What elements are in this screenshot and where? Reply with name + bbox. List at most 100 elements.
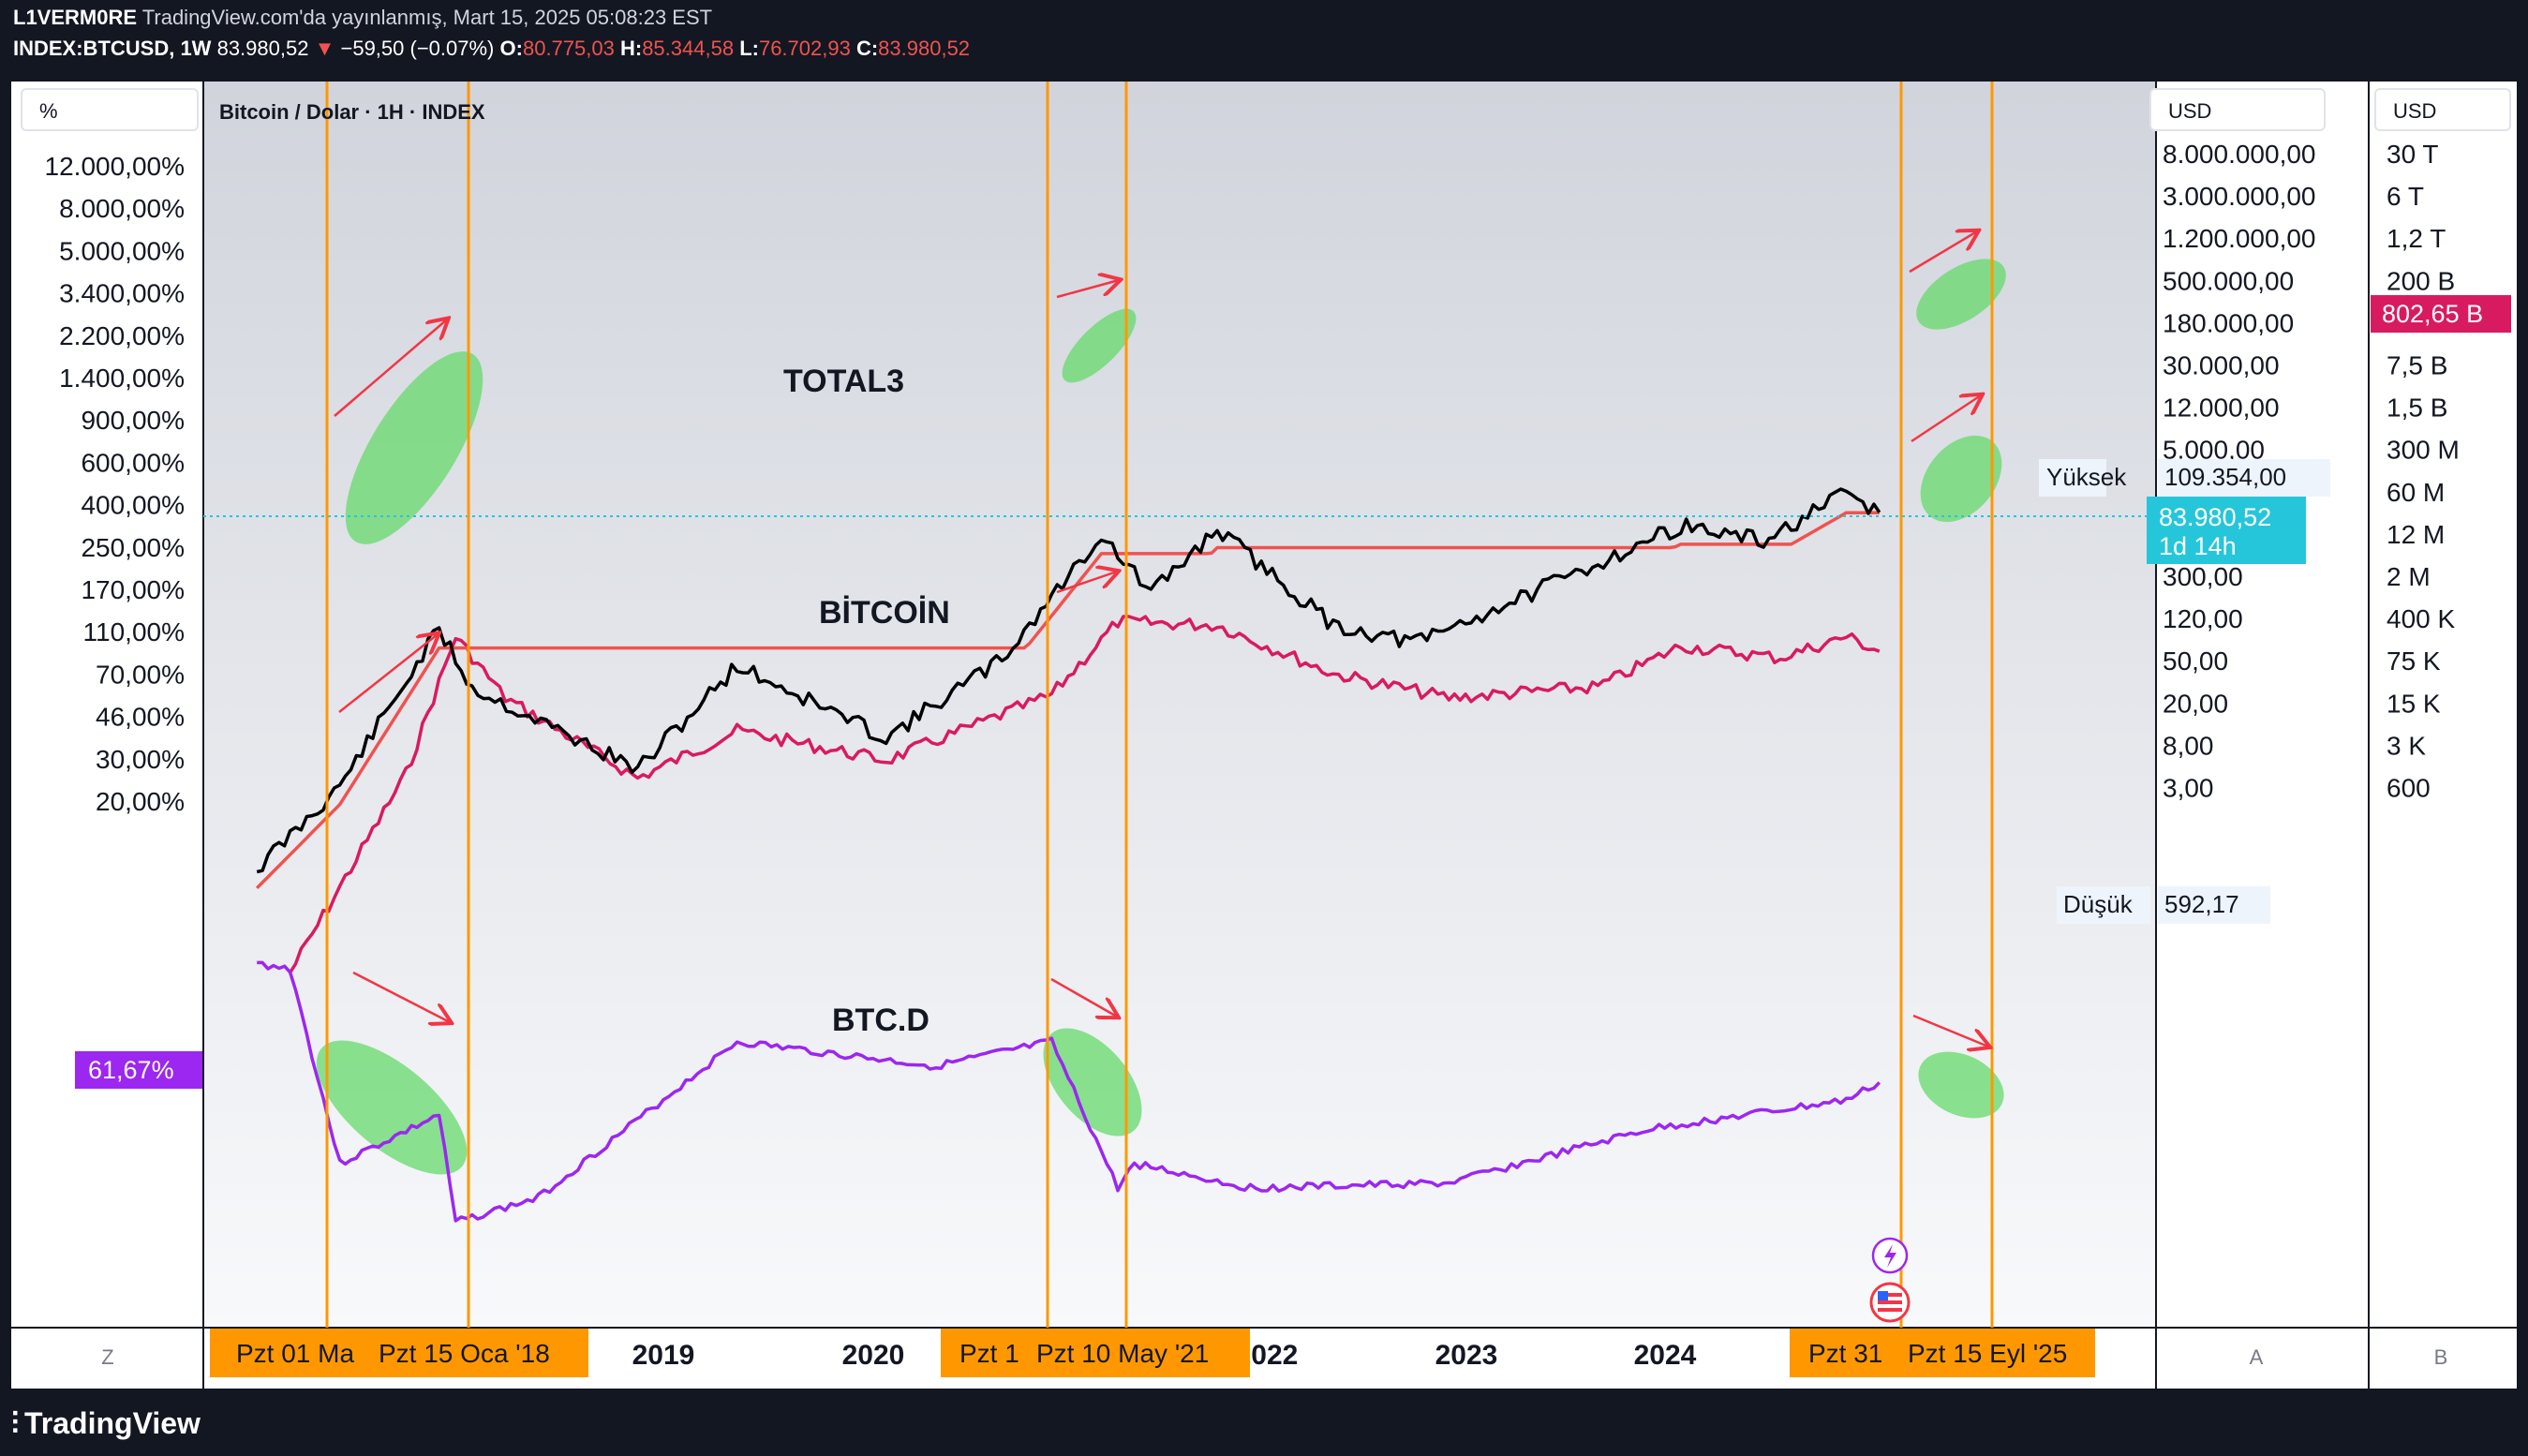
svg-text:83.980,52: 83.980,52	[2159, 503, 2271, 531]
percent-tick-9: 250,00%	[81, 533, 185, 562]
tradingview-logo[interactable]: ⫶ TradingView	[11, 1405, 201, 1442]
percent-axis[interactable]: 12.000,00% 8.000,00% 5.000,00% 3.400,00% 2.2…	[45, 152, 185, 816]
usd-tick-13: 20,00	[2163, 689, 2228, 718]
publication-header: L1VERM0RE TradingView.com'da yayınlanmış…	[13, 6, 712, 30]
chart-canvas[interactable]: 12.000,00% 8.000,00% 5.000,00% 3.400,00% 2.2…	[11, 82, 2517, 1389]
usd-scale-button-1[interactable]: USD	[2149, 88, 2326, 131]
percent-tick-14: 30,00%	[96, 745, 185, 774]
tradingview-logo-text: TradingView	[24, 1406, 201, 1440]
trend-arrows	[334, 231, 1988, 1047]
percent-tick-8: 400,00%	[81, 491, 185, 520]
ellipse-total3-2017	[345, 351, 483, 544]
cap-tick-13: 15 K	[2387, 689, 2441, 718]
usd-tick-1: 3.000.000,00	[2163, 182, 2316, 211]
percent-tick-0: 12.000,00%	[45, 152, 185, 181]
tradingview-logo-icon: ⫶	[11, 1405, 20, 1441]
arrow-btc-2021	[1056, 572, 1117, 594]
percent-tick-6: 900,00%	[81, 406, 185, 435]
high-value: 85.344,58	[642, 37, 735, 60]
usd-scale-button-2[interactable]: USD	[2374, 88, 2511, 131]
arrow-btc-2025	[1911, 395, 1981, 443]
usd-axis[interactable]: 8.000.000,00 3.000.000,00 1.200.000,00 500.…	[2163, 140, 2316, 803]
svg-text:Pzt 01 Ma: Pzt 01 Ma	[236, 1339, 354, 1368]
symbol-label[interactable]: INDEX:BTCUSD, 1W	[13, 37, 212, 60]
year-tick-2020: 2020	[842, 1340, 905, 1371]
percent-tick-3: 3.400,00%	[59, 279, 185, 308]
percent-tick-4: 2.200,00%	[59, 321, 185, 350]
corner-z[interactable]: Z	[101, 1345, 113, 1369]
svg-text:Pzt 10 May '21: Pzt 10 May '21	[1036, 1339, 1209, 1368]
cap-tick-9: 12 M	[2387, 520, 2445, 549]
svg-text:61,67%: 61,67%	[88, 1056, 174, 1084]
svg-text:109.354,00: 109.354,00	[2164, 463, 2286, 491]
cap-tick-15: 600	[2387, 774, 2431, 803]
ohlc-header: INDEX:BTCUSD, 1W 83.980,52 ▼ −59,50 (−0.…	[13, 37, 970, 61]
date-badge-1	[210, 1329, 588, 1377]
arrow-btcd-2018	[352, 971, 450, 1022]
cap-tick-11: 400 K	[2387, 604, 2455, 633]
corner-b[interactable]: B	[2434, 1345, 2448, 1369]
cap-tick-14: 3 K	[2387, 731, 2426, 760]
ellipse-total3-2025	[1916, 259, 2006, 330]
bitcoin-ma-line[interactable]	[255, 511, 1880, 890]
usd-tick-12: 50,00	[2163, 646, 2228, 676]
percent-tick-13: 46,00%	[96, 703, 185, 732]
down-arrow-icon: ▼	[314, 37, 335, 60]
bitcoin-candles[interactable]	[256, 487, 1881, 874]
close-label: C:	[855, 37, 879, 60]
cap-tick-7: 300 M	[2387, 436, 2460, 465]
ellipse-btcd-2021	[1043, 1028, 1142, 1137]
cap-tick-3: 200 B	[2387, 266, 2455, 295]
svg-text:Düşük: Düşük	[2063, 890, 2134, 918]
annotation-bitcoin: BİTCOİN	[819, 595, 950, 631]
usd-tick-14: 8,00	[2163, 731, 2214, 760]
last-price-badge: 83.980,52 1d 14h	[2147, 497, 2306, 564]
chart-title: Bitcoin / Dolar · 1H · INDEX	[219, 100, 485, 124]
btcd-line[interactable]	[257, 960, 1881, 1223]
cap-tick-5: 7,5 B	[2387, 351, 2447, 380]
low-value: 76.702,93	[758, 37, 851, 60]
usd-tick-5: 30.000,00	[2163, 351, 2280, 380]
arrow-total3-2017	[334, 319, 447, 417]
usd-tick-3: 500.000,00	[2163, 266, 2294, 295]
year-tick-2024: 2024	[1634, 1340, 1697, 1371]
price-value: 83.980,52	[216, 37, 309, 60]
svg-text:802,65 B: 802,65 B	[2382, 300, 2483, 328]
ellipse-btc-2025	[1920, 435, 2002, 523]
plot-area[interactable]	[203, 82, 2156, 1328]
corner-a[interactable]: A	[2250, 1345, 2264, 1369]
chart-frame: 12.000,00% 8.000,00% 5.000,00% 3.400,00% 2.2…	[11, 82, 2517, 1389]
usd-tick-15: 3,00	[2163, 774, 2214, 803]
publication-info: TradingView.com'da yayınlanmış, Mart 15,…	[141, 6, 713, 29]
date-badge-3	[1790, 1329, 2095, 1377]
us-flag-icon[interactable]	[1869, 1282, 1911, 1323]
open-label: O:	[499, 37, 523, 60]
percent-tick-2: 5.000,00%	[59, 236, 185, 265]
year-tick-2023: 2023	[1435, 1340, 1498, 1371]
usd-tick-0: 8.000.000,00	[2163, 140, 2316, 169]
percent-tick-15: 20,00%	[96, 787, 185, 816]
high-price-label: Yüksek 109.354,00	[2039, 459, 2330, 497]
time-axis[interactable]: 2019 2020 2022 2023 2024	[632, 1340, 1697, 1371]
svg-text:Pzt 15 Eyl '25: Pzt 15 Eyl '25	[1908, 1339, 2067, 1368]
ellipse-btcd-2018	[316, 1040, 468, 1175]
svg-text:Yüksek: Yüksek	[2046, 463, 2127, 491]
svg-text:Pzt 31: Pzt 31	[1808, 1339, 1882, 1368]
lightning-icon[interactable]	[1871, 1237, 1909, 1274]
ellipse-btcd-2025	[1918, 1051, 2004, 1119]
arrow-total3-2025	[1909, 231, 1977, 274]
usd-tick-10: 300,00	[2163, 562, 2243, 591]
author-name: L1VERM0RE	[13, 6, 138, 29]
percent-scale-button[interactable]: %	[21, 88, 199, 131]
arrow-btc-2017	[338, 634, 438, 713]
cap-tick-0: 30 T	[2387, 140, 2439, 169]
ellipse-total3-2021	[1062, 308, 1137, 383]
svg-text:592,17: 592,17	[2164, 890, 2239, 918]
year-tick-2019: 2019	[632, 1340, 695, 1371]
arrow-btcd-2025	[1912, 1014, 1988, 1047]
percent-tick-5: 1.400,00%	[59, 364, 185, 393]
cycle-vertical-lines[interactable]	[325, 82, 1994, 1328]
date-marker-badges: Pzt 01 Ma Pzt 15 Oca '18 Pzt 1 Pzt 10 Ma…	[210, 1329, 2095, 1377]
highlight-ellipses	[316, 259, 2006, 1175]
